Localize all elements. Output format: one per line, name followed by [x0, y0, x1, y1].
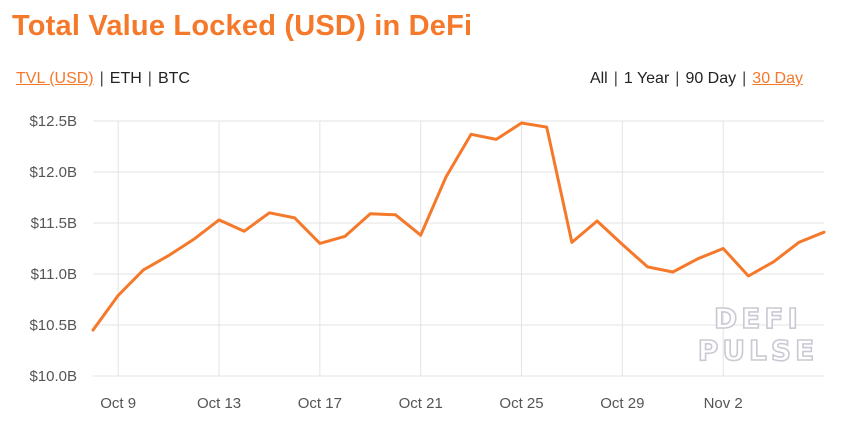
- watermark-line-1: DEFI: [714, 302, 802, 335]
- data-point[interactable]: [139, 266, 147, 274]
- data-point[interactable]: [543, 123, 551, 131]
- y-axis-labels: $10.0B $10.5B $11.0B $11.5B $12.0B $12.5B: [29, 113, 77, 385]
- data-point[interactable]: [366, 210, 374, 218]
- data-point[interactable]: [644, 263, 652, 271]
- data-point[interactable]: [89, 326, 97, 334]
- data-point[interactable]: [744, 272, 752, 280]
- data-point[interactable]: [820, 228, 828, 236]
- range-toggle-group: All | 1 Year | 90 Day | 30 Day: [589, 70, 803, 87]
- x-tick-label: Nov 2: [704, 395, 743, 412]
- data-point[interactable]: [442, 173, 450, 181]
- data-point[interactable]: [265, 209, 273, 217]
- range-all[interactable]: All: [589, 70, 608, 87]
- x-tick-label: Oct 17: [298, 395, 342, 412]
- data-point[interactable]: [291, 214, 299, 222]
- x-axis-labels: Oct 9 Oct 13 Oct 17 Oct 21 Oct 25 Oct 29 Nov 2: [100, 395, 742, 412]
- data-point[interactable]: [618, 240, 626, 248]
- x-tick-label: Oct 21: [399, 395, 443, 412]
- data-point[interactable]: [316, 239, 324, 247]
- y-tick-label: $12.5B: [29, 113, 77, 130]
- x-tick-label: Oct 29: [600, 395, 644, 412]
- data-point[interactable]: [719, 245, 727, 253]
- data-point[interactable]: [593, 217, 601, 225]
- data-point[interactable]: [114, 291, 122, 299]
- range-30-day[interactable]: 30 Day: [752, 70, 803, 87]
- y-gridlines: [93, 120, 824, 377]
- x-tick-label: Oct 25: [499, 395, 543, 412]
- data-point[interactable]: [240, 227, 248, 235]
- y-tick-label: $10.0B: [29, 368, 77, 385]
- data-point[interactable]: [795, 238, 803, 246]
- data-point[interactable]: [165, 252, 173, 260]
- data-point[interactable]: [694, 255, 702, 263]
- x-gridlines: [117, 121, 724, 376]
- data-point[interactable]: [518, 119, 526, 127]
- data-point[interactable]: [341, 232, 349, 240]
- x-tick-label: Oct 9: [100, 395, 136, 412]
- unit-toggle-group: TVL (USD) | ETH | BTC: [16, 70, 190, 87]
- data-point[interactable]: [669, 268, 677, 276]
- data-point[interactable]: [492, 135, 500, 143]
- data-point[interactable]: [190, 235, 198, 243]
- data-point[interactable]: [391, 211, 399, 219]
- series-layer: [89, 119, 828, 334]
- y-tick-label: $12.0B: [29, 164, 77, 181]
- chart-title: Total Value Locked (USD) in DeFi: [12, 10, 473, 42]
- y-tick-label: $11.0B: [31, 266, 77, 283]
- toggle-btc[interactable]: BTC: [157, 70, 190, 87]
- toggle-eth[interactable]: ETH: [109, 70, 142, 87]
- tvl-series-line: [91, 121, 826, 332]
- x-tick-label: Oct 13: [197, 395, 241, 412]
- watermark-line-2: PULSE: [698, 334, 818, 367]
- data-point[interactable]: [770, 258, 778, 266]
- toggle-tvl-usd[interactable]: TVL (USD): [16, 70, 94, 87]
- defi-pulse-watermark: DEFI PULSE: [697, 301, 818, 368]
- range-1-year[interactable]: 1 Year: [623, 70, 670, 87]
- data-point[interactable]: [568, 238, 576, 246]
- y-tick-label: $10.5B: [29, 317, 77, 334]
- data-point[interactable]: [215, 216, 223, 224]
- y-tick-label: $11.5B: [31, 215, 77, 232]
- data-point[interactable]: [467, 130, 475, 138]
- data-point[interactable]: [417, 231, 425, 239]
- range-90-day[interactable]: 90 Day: [685, 70, 737, 87]
